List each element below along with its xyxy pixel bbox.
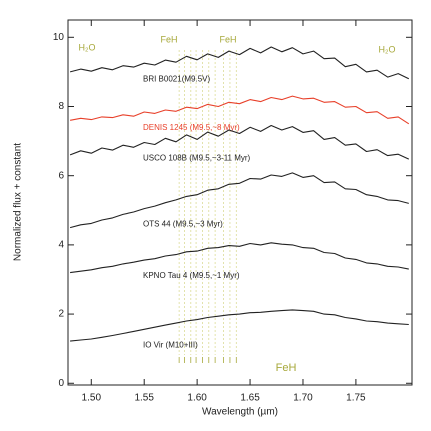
spectrum [70,309,409,342]
y-tick-label: 0 [58,378,64,389]
spectrum [69,95,410,125]
x-tick-label: 1.60 [187,393,207,404]
annotation: FeH [219,34,236,44]
series-label: OTS 44 (M9.5,~3 Myr) [143,220,223,229]
annotation: H₂O [79,42,96,52]
series-label: BRI B0021(M9.5V) [143,74,210,83]
spectrum [70,242,409,274]
series-label: USCO 108B (M9.5,~3-11 Myr) [143,154,251,163]
spectrum [69,46,410,80]
y-tick-label: 4 [58,240,64,251]
plot-frame [67,19,413,386]
annotation: FeH [160,34,177,44]
y-tick-label: 8 [58,101,64,112]
spectrum [69,124,410,160]
y-axis-label: Normalized flux + constant [13,143,24,261]
x-tick-label: 1.70 [293,393,313,404]
x-axis-label: Wavelength (µm) [202,407,278,418]
annotation: H₂O [379,44,396,54]
series-label: KPNO Tau 4 (M9.5,~1 Myr) [143,271,240,280]
x-tick-label: 1.65 [240,393,260,404]
y-tick-label: 10 [53,32,65,43]
annotation: FeH [276,362,297,374]
spectrum [69,172,409,229]
y-tick-label: 2 [58,309,64,320]
x-tick-label: 1.50 [82,393,102,404]
series-label: DENIS 1245 (M9.5,~8 Myr) [143,123,240,132]
x-tick-label: 1.75 [346,393,366,404]
y-tick-label: 6 [58,170,64,181]
series-label: IO Vir (M10+III) [143,340,198,349]
x-tick-label: 1.55 [134,393,154,404]
